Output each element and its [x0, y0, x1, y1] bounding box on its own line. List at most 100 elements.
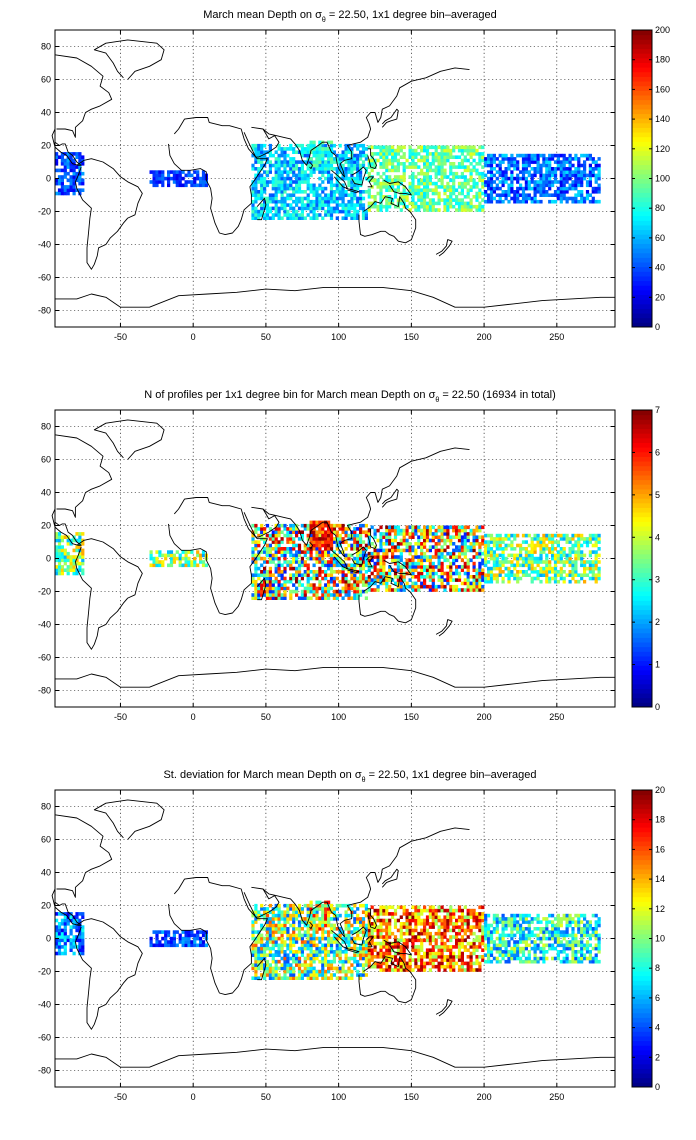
data-cell — [452, 558, 456, 563]
data-cell — [274, 923, 278, 928]
data-cell — [434, 181, 438, 186]
data-cell — [443, 152, 447, 156]
data-cell — [66, 558, 70, 563]
y-tick-label: 40 — [41, 488, 51, 498]
data-cell — [588, 176, 592, 181]
data-cell — [556, 190, 560, 194]
data-cell — [533, 199, 537, 204]
data-cell — [568, 196, 572, 201]
data-cell — [321, 956, 325, 961]
data-cell — [274, 576, 278, 581]
data-cell — [571, 563, 575, 568]
data-cell — [167, 176, 171, 181]
data-cell — [411, 584, 415, 589]
data-cell — [388, 548, 392, 553]
data-cell — [257, 946, 261, 951]
data-cell — [315, 533, 319, 538]
data-cell — [178, 173, 182, 178]
data-cell — [254, 543, 258, 548]
data-cell — [268, 933, 272, 938]
data-cell — [324, 570, 328, 574]
data-cell — [152, 183, 156, 188]
data-cell — [443, 558, 447, 563]
data-cell — [315, 956, 319, 961]
data-cell — [277, 163, 281, 168]
data-cell — [446, 208, 450, 212]
data-cell — [335, 913, 339, 918]
data-cell — [353, 903, 357, 908]
data-cell — [364, 216, 368, 220]
data-cell — [167, 173, 171, 178]
data-cell — [350, 190, 354, 194]
data-cell — [402, 542, 406, 546]
data-cell — [329, 216, 334, 220]
data-cell — [524, 196, 528, 201]
data-cell — [449, 185, 453, 189]
data-cell — [364, 190, 368, 194]
data-cell — [414, 191, 418, 196]
data-cell — [585, 153, 590, 158]
data-cell — [306, 550, 310, 554]
data-cell — [507, 537, 511, 541]
data-cell — [591, 573, 595, 577]
data-cell — [492, 157, 496, 161]
data-cell — [344, 950, 348, 954]
data-cell — [199, 940, 203, 944]
data-cell — [463, 204, 467, 209]
data-cell — [193, 940, 197, 944]
data-cell — [268, 903, 272, 908]
data-cell — [562, 167, 566, 171]
data-cell — [361, 213, 366, 217]
data-cell — [324, 586, 328, 591]
data-cell — [420, 542, 424, 546]
data-cell — [306, 583, 310, 587]
data-cell — [519, 563, 523, 568]
data-cell — [344, 540, 348, 544]
data-cell — [300, 209, 304, 214]
data-cell — [463, 555, 467, 559]
data-cell — [425, 208, 430, 212]
data-cell — [391, 148, 395, 153]
data-cell — [271, 530, 275, 534]
data-cell — [391, 158, 395, 163]
data-cell — [309, 576, 313, 581]
data-cell — [327, 140, 331, 145]
data-cell — [274, 953, 278, 957]
data-cell — [428, 568, 432, 572]
data-cell — [268, 923, 272, 928]
colorbar-swatch — [632, 484, 652, 490]
data-cell — [347, 907, 351, 911]
data-cell — [373, 532, 377, 536]
data-cell — [373, 575, 377, 579]
data-cell — [481, 558, 485, 563]
data-cell — [295, 183, 299, 188]
data-cell — [69, 565, 73, 569]
data-cell — [556, 573, 560, 577]
coastline — [256, 197, 267, 221]
data-cell — [309, 556, 313, 561]
data-cell — [289, 176, 293, 181]
data-cell — [274, 917, 278, 921]
data-cell — [295, 190, 299, 194]
data-cell — [300, 963, 304, 967]
data-cell — [373, 528, 377, 533]
data-cell — [263, 547, 267, 551]
data-cell — [478, 571, 482, 576]
data-cell — [201, 560, 206, 564]
colorbar-swatch — [632, 34, 652, 40]
data-cell — [321, 553, 325, 558]
data-cell — [373, 578, 377, 582]
data-cell — [341, 903, 345, 908]
data-cell — [559, 163, 563, 168]
data-cell — [292, 903, 296, 908]
y-tick-label: 0 — [46, 554, 51, 564]
data-cell — [478, 548, 482, 553]
data-cell — [425, 535, 430, 539]
data-cell — [519, 186, 523, 191]
data-cell — [251, 203, 255, 207]
data-cell — [321, 153, 325, 158]
data-cell — [63, 918, 67, 923]
data-cell — [492, 180, 496, 184]
data-cell — [472, 145, 476, 150]
